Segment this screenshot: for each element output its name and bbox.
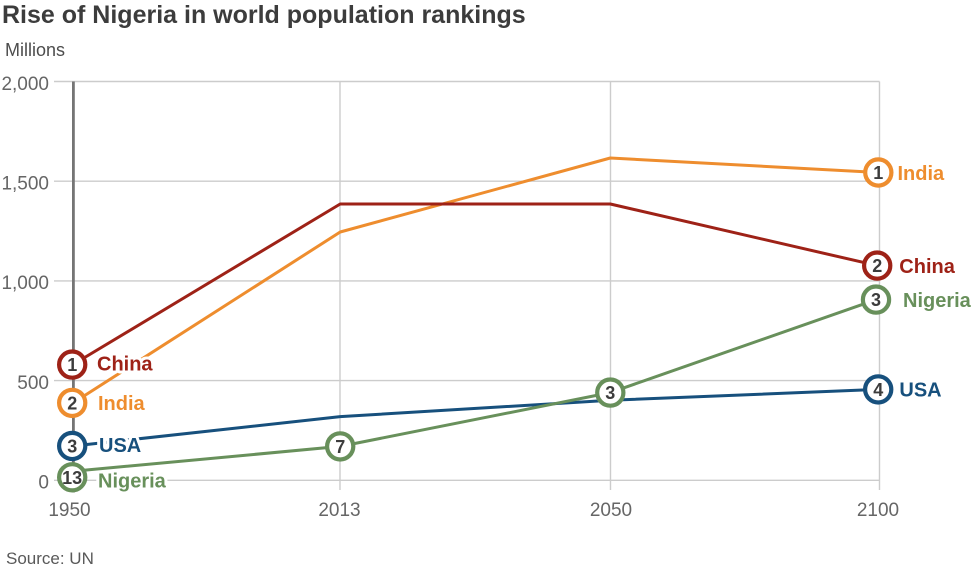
svg-text:2050: 2050: [590, 500, 632, 521]
svg-text:7: 7: [335, 437, 345, 457]
svg-text:Millions: Millions: [5, 40, 65, 60]
svg-text:2,000: 2,000: [1, 74, 49, 95]
svg-text:2100: 2100: [857, 500, 899, 521]
svg-text:1,500: 1,500: [1, 174, 49, 195]
svg-text:3: 3: [871, 290, 881, 310]
svg-text:Nigeria: Nigeria: [98, 471, 167, 493]
svg-text:China: China: [97, 354, 153, 376]
svg-text:China: China: [899, 256, 955, 278]
svg-text:USA: USA: [99, 435, 141, 457]
svg-text:USA: USA: [899, 380, 941, 402]
svg-text:2: 2: [67, 393, 77, 413]
svg-text:4: 4: [873, 380, 883, 400]
svg-text:Nigeria: Nigeria: [903, 290, 972, 312]
svg-text:1: 1: [873, 163, 883, 183]
svg-text:3: 3: [67, 437, 77, 457]
svg-text:13: 13: [62, 468, 82, 488]
svg-text:2: 2: [872, 256, 882, 276]
svg-text:1: 1: [67, 355, 77, 375]
svg-text:1950: 1950: [48, 500, 90, 521]
svg-text:Source: UN: Source: UN: [6, 549, 94, 568]
svg-text:India: India: [898, 163, 946, 185]
svg-text:India: India: [98, 393, 146, 415]
svg-text:0: 0: [38, 473, 49, 494]
svg-text:2013: 2013: [318, 500, 360, 521]
svg-text:Rise of Nigeria in world popul: Rise of Nigeria in world population rank…: [2, 1, 526, 29]
svg-text:3: 3: [605, 383, 615, 403]
svg-text:500: 500: [17, 373, 49, 394]
svg-text:1,000: 1,000: [1, 273, 49, 294]
